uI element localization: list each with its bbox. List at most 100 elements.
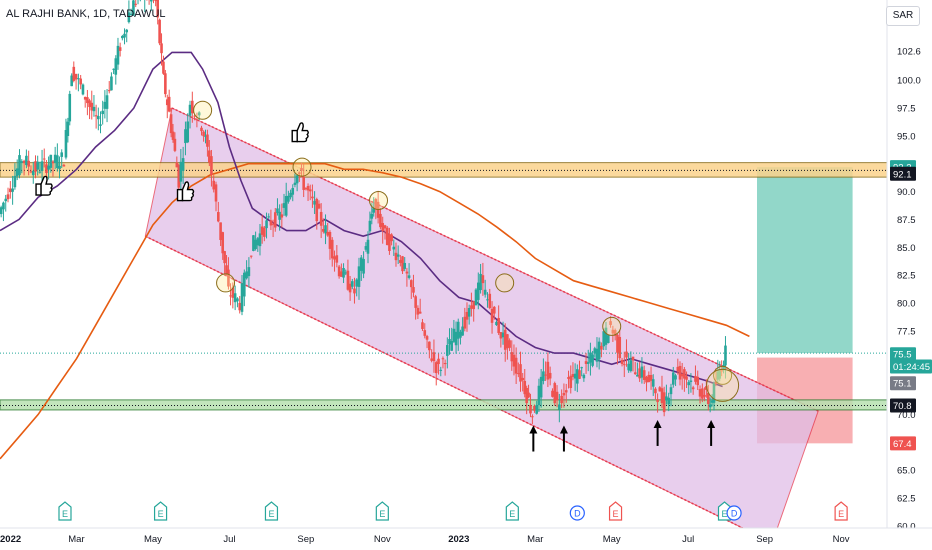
candle-body xyxy=(589,352,592,363)
thumbs-up-icon xyxy=(176,181,195,202)
time-tick-label: Nov xyxy=(374,534,391,545)
earnings-marker: E xyxy=(375,501,389,521)
candle-body xyxy=(629,360,633,372)
touch-point-circle xyxy=(602,316,622,336)
candle-body xyxy=(448,339,451,345)
candle-body xyxy=(546,361,550,380)
candle-body xyxy=(578,370,581,379)
candle-body xyxy=(495,321,498,326)
candle-body xyxy=(317,203,321,209)
candle-body xyxy=(101,110,104,115)
candle-body xyxy=(304,188,308,190)
candle-body xyxy=(701,388,704,399)
candle-body xyxy=(423,330,427,336)
candle-body xyxy=(110,76,113,91)
price-label-box xyxy=(890,398,916,413)
candle-body xyxy=(231,287,235,298)
candle-body xyxy=(501,332,505,338)
arrow-head xyxy=(653,419,662,428)
candle-body xyxy=(186,121,190,143)
candle-body xyxy=(558,404,561,410)
candle-body xyxy=(669,387,673,395)
candle-body xyxy=(390,234,393,242)
candle-body xyxy=(651,379,655,387)
time-tick-label: Sep xyxy=(297,534,314,545)
price-tick-label: 95.0 xyxy=(897,131,916,142)
candle-body xyxy=(499,332,503,339)
price-tick-label: 62.5 xyxy=(897,493,916,504)
candle-body xyxy=(45,164,48,174)
candle-body xyxy=(539,376,543,398)
candle-body xyxy=(437,358,440,365)
candle-body xyxy=(399,259,402,263)
candle-body xyxy=(181,158,185,171)
currency-button[interactable]: SAR xyxy=(886,6,920,26)
candle-body xyxy=(60,152,64,157)
candle-body xyxy=(421,322,424,329)
candle-body xyxy=(165,99,169,106)
candle-body xyxy=(53,154,57,163)
candle-body xyxy=(92,106,96,112)
candle-body xyxy=(121,36,124,39)
candle-body xyxy=(74,73,78,80)
symbol-title: AL RAJHI BANK, 1D, TADAWUL xyxy=(6,8,166,20)
candle-body xyxy=(667,397,670,405)
candle-body xyxy=(481,275,485,284)
candle-body xyxy=(342,268,345,278)
candle-body xyxy=(179,161,183,182)
time-tick-label: Nov xyxy=(833,534,850,545)
candle-body xyxy=(613,330,617,336)
price-axis: 60.062.565.067.570.072.575.077.580.082.5… xyxy=(886,0,932,550)
candle-body xyxy=(474,289,478,306)
candle-body xyxy=(560,395,563,404)
marker-shape xyxy=(569,505,585,521)
touch-point-circle xyxy=(216,273,236,293)
marker-shape xyxy=(608,501,623,521)
candle-body xyxy=(315,198,319,222)
candle-body xyxy=(25,155,28,166)
up-arrow-icon xyxy=(529,425,538,452)
candle-body xyxy=(311,196,314,199)
candle-body xyxy=(212,180,216,190)
arrow-head xyxy=(559,425,568,434)
candle-body xyxy=(225,265,228,275)
candle-body xyxy=(31,170,35,176)
candle-body xyxy=(210,156,213,175)
candle-body xyxy=(412,287,415,293)
candle-body xyxy=(51,161,55,164)
candle-body xyxy=(267,216,271,218)
candle-body xyxy=(156,0,160,18)
candle-body xyxy=(593,348,597,354)
candle-body xyxy=(576,369,579,384)
candle-body xyxy=(374,199,378,209)
candle-body xyxy=(197,112,201,116)
marker-shape xyxy=(58,501,72,521)
touch-point-circle xyxy=(495,273,515,293)
candle-body xyxy=(330,239,334,259)
price-tick-label: 70.0 xyxy=(897,410,916,421)
candle-body xyxy=(567,377,570,379)
candle-body xyxy=(548,372,552,379)
candle-body xyxy=(105,95,109,109)
candle-body xyxy=(512,354,516,367)
candle-body xyxy=(167,96,171,112)
time-tick-label: Jul xyxy=(682,534,694,545)
candle-body xyxy=(537,385,541,406)
candle-body xyxy=(322,229,325,232)
candle-body xyxy=(306,185,310,191)
marker-shape xyxy=(264,501,279,521)
candle-body xyxy=(602,331,605,347)
candle-body xyxy=(289,192,292,198)
price-tick-label: 100.0 xyxy=(897,76,921,87)
candle-body xyxy=(6,194,10,200)
candle-body xyxy=(308,189,312,192)
marker-letter: E xyxy=(379,509,385,519)
thumbs-up-icon xyxy=(291,122,309,143)
marker-shape xyxy=(726,505,742,521)
candle-body xyxy=(328,232,332,249)
candle-body xyxy=(169,114,173,134)
candle-body xyxy=(269,220,273,226)
candle-body xyxy=(616,334,619,353)
candle-body xyxy=(88,100,91,108)
